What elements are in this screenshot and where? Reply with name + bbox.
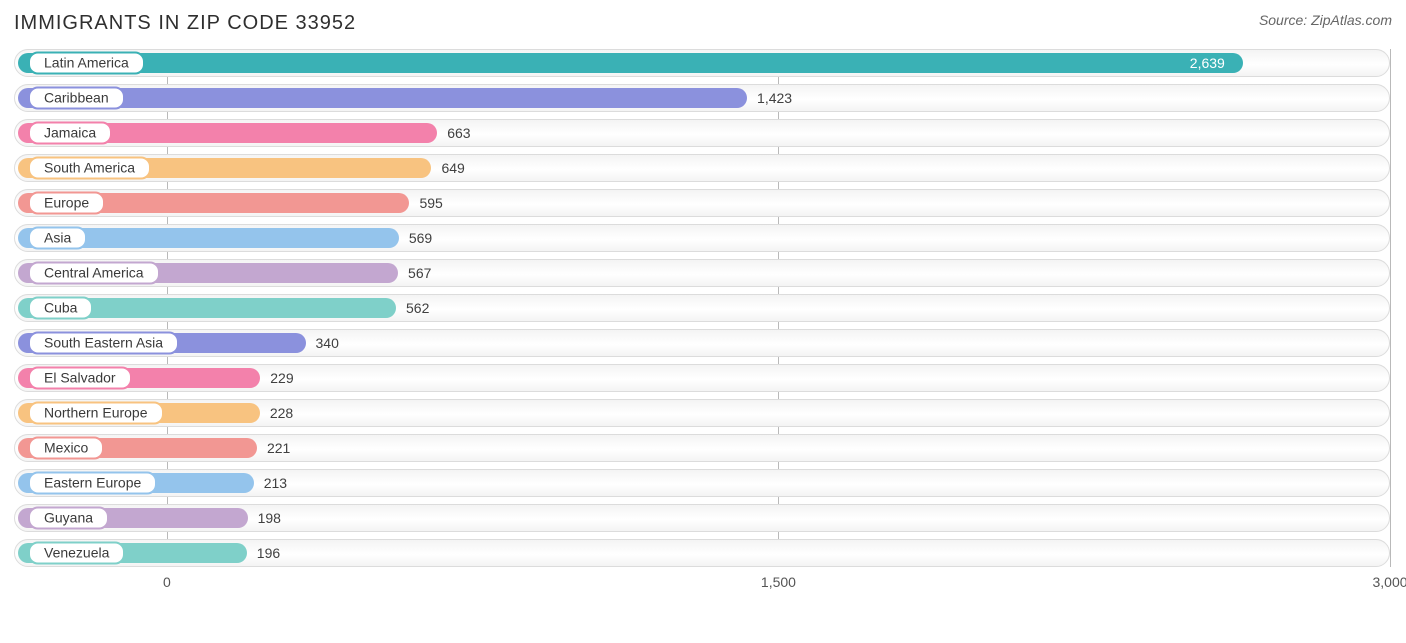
- bar-value: 649: [441, 160, 464, 176]
- bar-row: South Eastern Asia 340: [14, 329, 1390, 357]
- bar-row: Venezuela 196: [14, 539, 1390, 567]
- category-label: Guyana: [28, 507, 109, 530]
- bar-value: 213: [264, 475, 287, 491]
- bar-value: 229: [270, 370, 293, 386]
- category-label: South America: [28, 157, 151, 180]
- bar-value: 567: [408, 265, 431, 281]
- category-label: Europe: [28, 192, 105, 215]
- bar-row: Asia 569: [14, 224, 1390, 252]
- bar-value: 196: [257, 545, 280, 561]
- category-label: Mexico: [28, 437, 104, 460]
- bar-value: 221: [267, 440, 290, 456]
- x-axis-tick-label: 3,000: [1372, 574, 1406, 590]
- bar-row: Cuba 562: [14, 294, 1390, 322]
- bar-value: 595: [419, 195, 442, 211]
- bar-row: Mexico 221: [14, 434, 1390, 462]
- bar-value: 562: [406, 300, 429, 316]
- category-label: South Eastern Asia: [28, 332, 179, 355]
- bar-row: Northern Europe 228: [14, 399, 1390, 427]
- category-label: Caribbean: [28, 87, 125, 110]
- source-prefix: Source:: [1259, 12, 1311, 28]
- bar-row: El Salvador 229: [14, 364, 1390, 392]
- bar-row: Jamaica 663: [14, 119, 1390, 147]
- category-label: Latin America: [28, 52, 145, 75]
- plot-area: Latin America 2,639 Caribbean 1,423 Jamaica 6…: [14, 49, 1390, 567]
- bar-row: Eastern Europe 213: [14, 469, 1390, 497]
- source-name: ZipAtlas.com: [1311, 12, 1392, 28]
- bar-row: Guyana 198: [14, 504, 1390, 532]
- gridline: [1390, 49, 1391, 567]
- x-axis-tick-label: 0: [163, 574, 171, 590]
- x-axis: 01,5003,000: [14, 574, 1390, 594]
- category-label: Central America: [28, 262, 160, 285]
- bar-row: Latin America 2,639: [14, 49, 1390, 77]
- bar-value: 663: [447, 125, 470, 141]
- category-label: El Salvador: [28, 367, 132, 390]
- category-label: Asia: [28, 227, 87, 250]
- source-attribution: Source: ZipAtlas.com: [1259, 12, 1392, 28]
- category-label: Cuba: [28, 297, 93, 320]
- bar-chart: Latin America 2,639 Caribbean 1,423 Jamaica 6…: [14, 49, 1392, 594]
- bar-row: Europe 595: [14, 189, 1390, 217]
- bar-row: South America 649: [14, 154, 1390, 182]
- bar-value: 2,639: [1190, 55, 1225, 71]
- bar-value: 340: [316, 335, 339, 351]
- bar-value: 228: [270, 405, 293, 421]
- x-axis-tick-label: 1,500: [761, 574, 796, 590]
- bar-row: Caribbean 1,423: [14, 84, 1390, 112]
- category-label: Eastern Europe: [28, 472, 157, 495]
- category-label: Northern Europe: [28, 402, 164, 425]
- bar: [18, 53, 1243, 73]
- bar-value: 198: [258, 510, 281, 526]
- header: IMMIGRANTS IN ZIP CODE 33952 Source: Zip…: [14, 12, 1392, 35]
- bar-value: 1,423: [757, 90, 792, 106]
- bar-value: 569: [409, 230, 432, 246]
- bar-row: Central America 567: [14, 259, 1390, 287]
- chart-title: IMMIGRANTS IN ZIP CODE 33952: [14, 12, 356, 35]
- bar: [18, 88, 747, 108]
- category-label: Jamaica: [28, 122, 112, 145]
- category-label: Venezuela: [28, 542, 125, 565]
